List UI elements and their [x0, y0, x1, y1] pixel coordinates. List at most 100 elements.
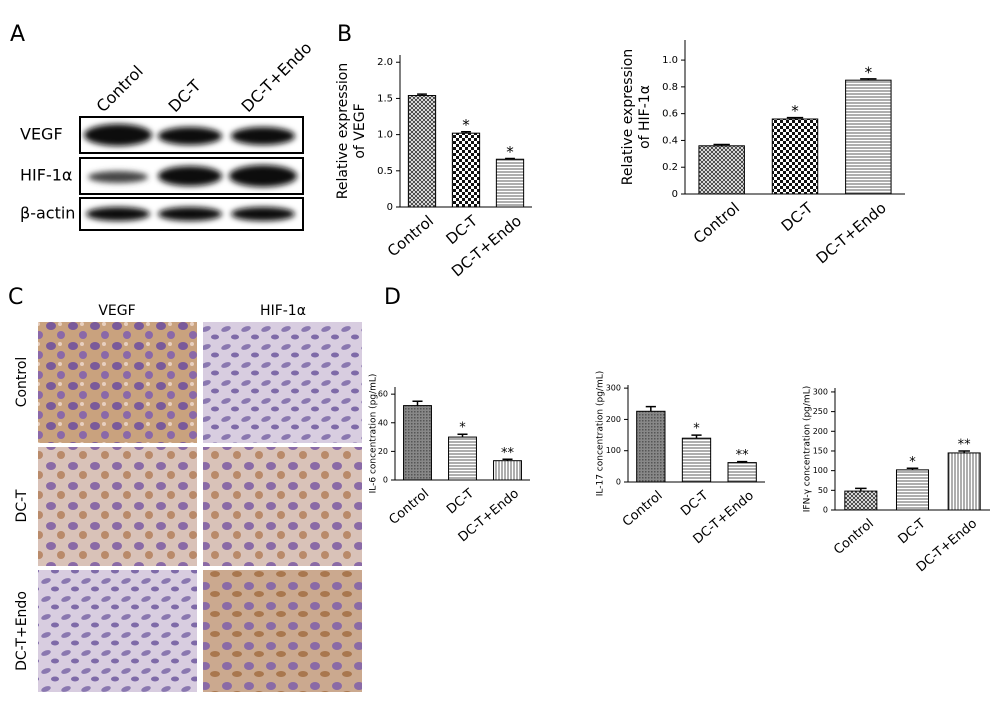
y-tick-label: 0: [672, 189, 678, 200]
bar: [495, 158, 525, 208]
y-tick-label: 0.4: [662, 135, 678, 146]
blot-row-label: β-actin: [20, 204, 75, 223]
y-tick-label: 0.6: [662, 109, 678, 120]
bar: [771, 118, 819, 195]
y-tick-label: 150: [813, 446, 828, 455]
error-bar: [713, 143, 730, 146]
error-bar: [417, 93, 427, 96]
significance-marker: **: [501, 446, 515, 461]
x-tick-label: Control: [384, 212, 437, 261]
y-tick-label: 0: [383, 476, 388, 485]
y-tick-label: 60: [378, 390, 388, 399]
y-tick-label: 1.0: [662, 55, 678, 66]
ihc-row-label: Control: [14, 357, 30, 408]
y-tick-label: 250: [813, 407, 828, 416]
bar: [448, 436, 477, 481]
y-tick-label: 2.0: [377, 57, 393, 68]
y-tick-label: 0: [387, 202, 393, 213]
significance-marker: *: [865, 63, 873, 81]
x-tick-label: DC-T: [444, 486, 477, 517]
error-bar: [860, 78, 877, 81]
significance-marker: *: [506, 143, 514, 161]
x-tick-label: Control: [386, 486, 432, 528]
significance-marker: *: [462, 116, 470, 134]
western-blot: [79, 116, 304, 231]
significance-marker: *: [693, 422, 700, 437]
y-tick-label: 1.0: [377, 130, 393, 141]
x-tick-label: DC-T+Endo: [813, 199, 890, 268]
significance-marker: *: [909, 455, 916, 470]
y-axis-label: IL-6 concentration (pg/mL): [369, 374, 379, 494]
y-tick-label: 0.2: [662, 162, 678, 173]
x-tick-label: DC-T: [896, 516, 929, 547]
blot-row-label: HIF-1α: [20, 166, 72, 185]
bar-chart: 0 0.2 0.4 0.6 0.8 1.0 Relative expression of HI…: [620, 40, 905, 267]
error-bar: [786, 116, 804, 120]
panel-label: B: [337, 22, 352, 47]
y-axis-label: of VEGF: [352, 103, 368, 158]
bar: [451, 132, 481, 208]
ihc-row-label: DC-T+Endo: [14, 591, 30, 671]
panel-label: A: [10, 22, 25, 47]
y-tick-label: 0.5: [377, 166, 393, 177]
y-tick-label: 0: [823, 506, 828, 515]
bar: [947, 452, 981, 511]
y-axis-label: Relative expression: [335, 63, 351, 199]
bar-chart: 0 0.5 1.0 1.5 2.0 Relative expression of VEGF C…: [335, 55, 532, 280]
y-tick-label: 40: [378, 418, 388, 427]
y-tick-label: 1.5: [377, 93, 393, 104]
x-tick-label: DC-T: [778, 198, 817, 235]
bar: [698, 145, 745, 195]
lane-label: DC-T: [165, 76, 205, 116]
panel-label: C: [8, 285, 23, 310]
ihc-row-label: DC-T: [14, 489, 30, 522]
bar: [895, 469, 930, 511]
x-tick-label: Control: [620, 488, 666, 530]
y-tick-label: 0.8: [662, 82, 678, 93]
error-bar: [691, 434, 702, 439]
bar: [493, 460, 522, 481]
error-bar: [906, 467, 919, 470]
x-tick-label: DC-T: [678, 488, 711, 519]
y-tick-label: 100: [813, 466, 828, 475]
ihc-images: [38, 322, 362, 692]
y-tick-label: 200: [606, 415, 621, 424]
error-bar: [737, 460, 748, 463]
bar: [403, 405, 432, 481]
error-bar: [505, 157, 515, 160]
panel-label: D: [384, 285, 401, 310]
lane-label: DC-T+Endo: [238, 38, 316, 116]
bar: [407, 95, 437, 208]
y-axis-label: Relative expression: [620, 49, 636, 185]
x-tick-label: Control: [690, 199, 743, 248]
bar: [636, 410, 666, 483]
significance-marker: **: [958, 437, 972, 452]
error-bar: [457, 433, 468, 438]
error-bar: [412, 400, 423, 406]
blot-row-label: VEGF: [20, 125, 63, 144]
y-axis-label: of HIF-1α: [637, 85, 653, 149]
lane-label: Control: [93, 62, 147, 116]
bar: [845, 79, 892, 195]
error-bar: [855, 487, 867, 492]
ihc-column-label: VEGF: [98, 303, 135, 319]
y-tick-label: 300: [813, 387, 828, 396]
ihc-column-label: HIF-1α: [260, 303, 306, 319]
y-tick-label: 0: [616, 478, 621, 487]
y-tick-label: 200: [813, 427, 828, 436]
y-tick-label: 300: [606, 384, 621, 393]
y-axis-label: IL-17 concentration (pg/mL): [596, 371, 606, 497]
significance-marker: **: [736, 448, 750, 463]
bar: [681, 437, 712, 483]
x-tick-label: Control: [831, 516, 877, 558]
error-bar: [502, 458, 513, 461]
y-tick-label: 50: [818, 486, 828, 495]
error-bar: [461, 130, 471, 134]
error-bar: [958, 450, 970, 453]
bar: [844, 490, 878, 511]
error-bar: [645, 405, 656, 412]
